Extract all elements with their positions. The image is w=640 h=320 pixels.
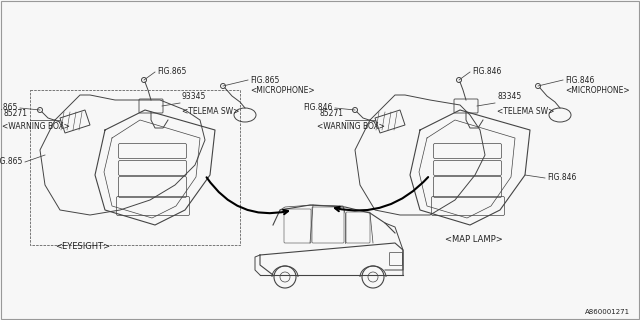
Text: FIG.865: FIG.865 xyxy=(0,157,23,166)
Text: 85271: 85271 xyxy=(319,109,343,118)
Text: FIG.865: FIG.865 xyxy=(157,67,186,76)
Text: <TELEMA SW>: <TELEMA SW> xyxy=(182,107,239,116)
Text: FIG.865
<MICROPHONE>: FIG.865 <MICROPHONE> xyxy=(250,76,315,95)
Text: FIG.846
<MICROPHONE>: FIG.846 <MICROPHONE> xyxy=(565,76,630,95)
Text: FIG.846: FIG.846 xyxy=(303,103,333,113)
Text: <EYESIGHT>: <EYESIGHT> xyxy=(55,242,110,251)
Text: A860001271: A860001271 xyxy=(585,309,630,315)
Text: 93345: 93345 xyxy=(182,92,206,101)
Text: 83345: 83345 xyxy=(497,92,521,101)
Text: FIG.865: FIG.865 xyxy=(0,103,18,113)
Text: FIG.846: FIG.846 xyxy=(547,172,577,181)
Text: <MAP LAMP>: <MAP LAMP> xyxy=(445,235,503,244)
Text: FIG.846: FIG.846 xyxy=(472,67,501,76)
Text: <WARNING BOX>: <WARNING BOX> xyxy=(317,122,385,131)
Text: <TELEMA SW>: <TELEMA SW> xyxy=(497,107,554,116)
Text: 85271: 85271 xyxy=(4,109,28,118)
Text: <WARNING BOX>: <WARNING BOX> xyxy=(2,122,70,131)
